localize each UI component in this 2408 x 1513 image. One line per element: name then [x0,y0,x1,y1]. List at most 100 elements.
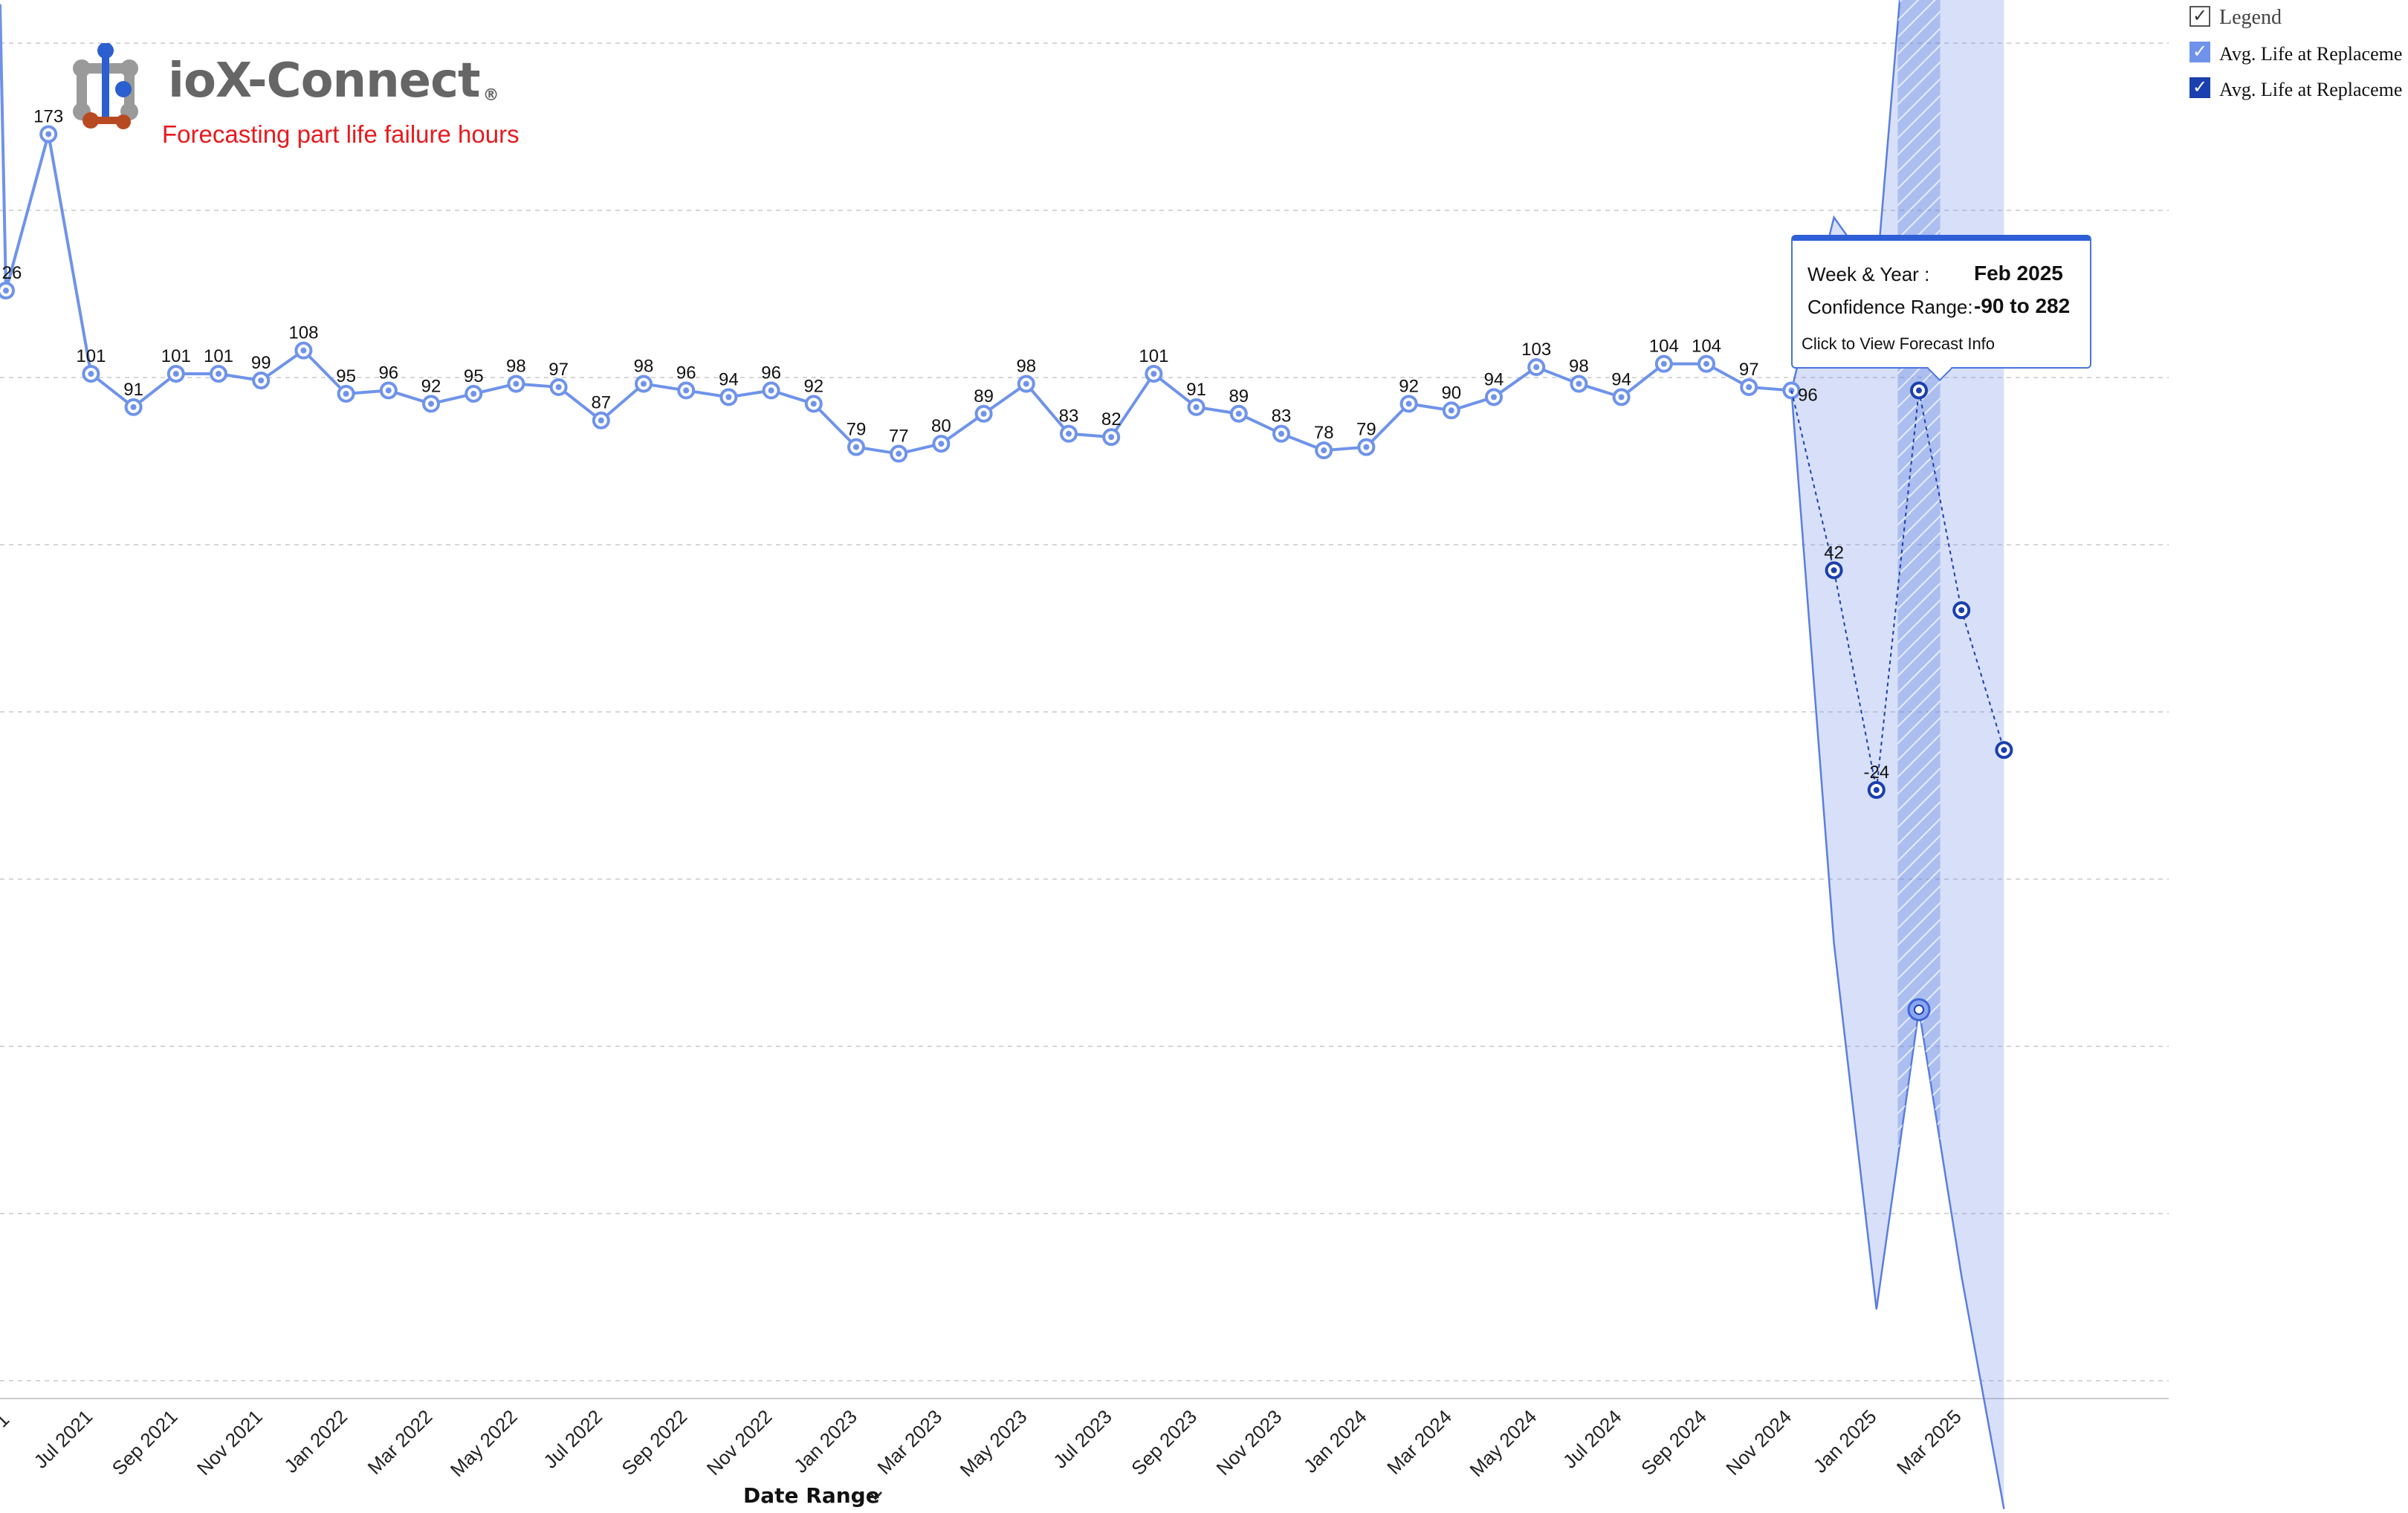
history-point-core [428,401,434,407]
x-tick-label: Sep 2024 [1637,1405,1711,1480]
history-point-core [1746,383,1752,390]
forecast-line [1790,390,2005,791]
x-tick-label: Nov 2021 [192,1405,267,1480]
forecast-point-core [1831,567,1837,574]
data-label: 98 [1569,356,1589,376]
data-label: 80 [931,416,951,436]
x-axis-label[interactable]: Date Range [743,1483,880,1508]
x-axis-ticks: 1 Jul 2021 Sep 2021 Nov 2021 Jan 2022 Mar 202… [0,1405,1966,1481]
data-label: 89 [974,386,994,406]
x-tick-label: Mar 2024 [1382,1405,1456,1479]
legend-item-label: Avg. Life at Replaceme [2219,79,2403,100]
data-label: 96 [676,363,696,383]
history-point-core [172,371,179,378]
tooltip-week-value: Feb 2025 [1974,262,2063,285]
data-label: 78 [1314,423,1334,443]
history-point-core [385,387,392,394]
forecast-series[interactable]: 42 -24 96 [1790,381,2013,800]
data-label: 96 [761,363,781,383]
x-tick-label: Sep 2021 [108,1405,182,1480]
history-point-core [1660,360,1667,367]
history-point-core [725,394,732,401]
history-point-core [938,441,945,447]
last-history-label: 96 [1798,385,1818,405]
history-point-core [641,380,647,387]
data-label: 92 [1399,376,1419,396]
history-point-core [216,371,221,378]
brand-title: ioX-Connect ® [168,54,499,108]
x-tick-label: Jan 2025 [1809,1405,1881,1477]
history-series[interactable]: 26 173 101 91 101 101 99 108 95 96 92 95 98 97 87 98 96 9… [0,4,1801,463]
history-point-core [768,387,774,394]
data-label: 79 [1356,420,1376,440]
forecast-point-core [2001,747,2007,754]
x-tick-label: Nov 2022 [702,1405,777,1480]
x-tick-label: May 2022 [446,1405,522,1481]
x-tick-label: May 2023 [956,1405,1032,1481]
history-point-core [513,380,520,387]
x-tick-label: Jul 2022 [539,1405,606,1473]
data-label: 79 [847,420,867,440]
history-point-core [853,444,859,450]
x-tick-label: Mar 2025 [1892,1405,1966,1479]
data-label: 98 [634,356,654,376]
history-point-core [1405,401,1412,407]
data-label: 103 [1521,340,1551,360]
chevron-down-icon[interactable] [868,1491,883,1501]
history-point-core [1193,404,1200,410]
data-label: 26 [2,263,22,283]
history-point-core [598,417,604,424]
tooltip-range-value: -90 to 282 [1974,294,2071,317]
tooltip-week-label: Week & Year : [1807,263,1930,285]
brand-logo: ioX-Connect ® Forecasting part life failu… [61,43,522,155]
history-point-core [45,131,52,137]
band-min-dot [1914,1004,1924,1015]
forecast-point-core [1916,387,1922,394]
history-point-core [258,377,265,383]
history-point-core [1108,434,1115,441]
legend-checkbox-icon[interactable]: ✓ [2189,6,2210,27]
history-point-core [683,387,690,394]
history-point-core [555,383,562,390]
forecast-label: -24 [1863,762,1889,783]
x-tick-label: Jul 2023 [1049,1405,1116,1473]
history-point-core [1235,410,1242,417]
data-label: 98 [506,356,526,376]
data-label: 97 [1739,360,1759,380]
forecast-point-core [1873,787,1880,794]
tooltip-forecast-link[interactable]: Click to View Forecast Info [1802,334,1996,353]
history-point-core [1066,430,1072,437]
history-point-core [3,288,9,294]
data-label: 90 [1441,383,1461,403]
data-label: 99 [251,353,271,373]
x-tick-label: Sep 2022 [617,1405,691,1480]
history-line-start [0,4,7,291]
legend-title: Legend [2219,6,2282,29]
data-label: 108 [288,323,318,343]
data-label: 94 [1611,369,1631,389]
legend-item-label: Avg. Life at Replaceme [2219,43,2403,65]
history-point-core [810,401,817,407]
forecast-tooltip[interactable]: Week & Year : Feb 2025 Confidence Range:… [1791,235,2091,369]
history-point-core [980,410,987,417]
x-tick-label: Nov 2023 [1212,1405,1286,1480]
data-label: 101 [76,346,106,366]
data-label: 95 [336,366,356,386]
confidence-band[interactable] [1790,0,2005,1509]
data-label: 101 [204,346,233,366]
data-label: 101 [161,346,191,366]
history-point-core [1576,380,1582,387]
history-point-core [1703,360,1709,367]
legend-check-icon[interactable]: ✓ [2189,77,2210,98]
history-point-core [1491,394,1497,401]
legend-check-icon[interactable]: ✓ [2189,42,2210,62]
data-label: 104 [1692,337,1721,357]
history-point-core [88,371,94,378]
x-tick-label: Jan 2022 [279,1405,352,1477]
data-label: 94 [1484,369,1504,389]
history-point-core [1363,444,1370,450]
x-tick-label: Jul 2024 [1559,1405,1626,1473]
forecast-label: 42 [1824,542,1844,563]
data-label: 87 [591,393,611,413]
